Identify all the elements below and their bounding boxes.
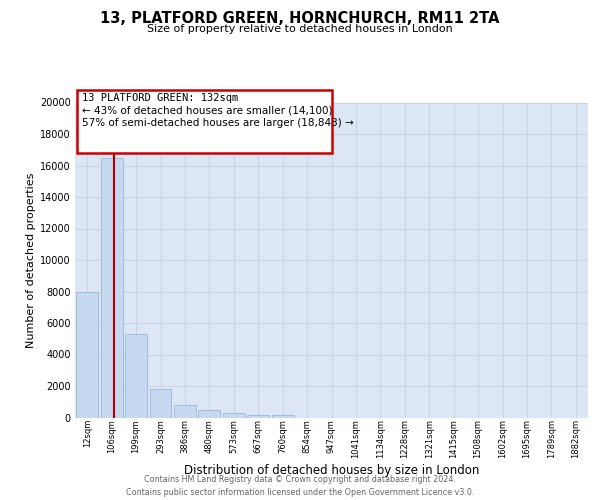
Text: 13 PLATFORD GREEN: 132sqm: 13 PLATFORD GREEN: 132sqm [82,93,239,103]
Bar [77,90,331,153]
X-axis label: Distribution of detached houses by size in London: Distribution of detached houses by size … [184,464,479,476]
Bar [101,158,122,418]
Text: Contains public sector information licensed under the Open Government Licence v3: Contains public sector information licen… [126,488,474,497]
Bar [149,389,172,418]
Bar [247,414,269,418]
Y-axis label: Number of detached properties: Number of detached properties [26,172,36,348]
Text: 57% of semi-detached houses are larger (18,843) →: 57% of semi-detached houses are larger (… [82,118,354,128]
Bar [125,334,147,417]
Text: Contains HM Land Registry data © Crown copyright and database right 2024.: Contains HM Land Registry data © Crown c… [144,474,456,484]
Text: ← 43% of detached houses are smaller (14,100): ← 43% of detached houses are smaller (14… [82,106,333,116]
Text: 13, PLATFORD GREEN, HORNCHURCH, RM11 2TA: 13, PLATFORD GREEN, HORNCHURCH, RM11 2TA [100,11,500,26]
Bar [174,405,196,417]
Bar [76,292,98,418]
Bar [199,410,220,418]
Bar [272,414,293,418]
Text: Size of property relative to detached houses in London: Size of property relative to detached ho… [147,24,453,34]
Bar [223,413,245,418]
